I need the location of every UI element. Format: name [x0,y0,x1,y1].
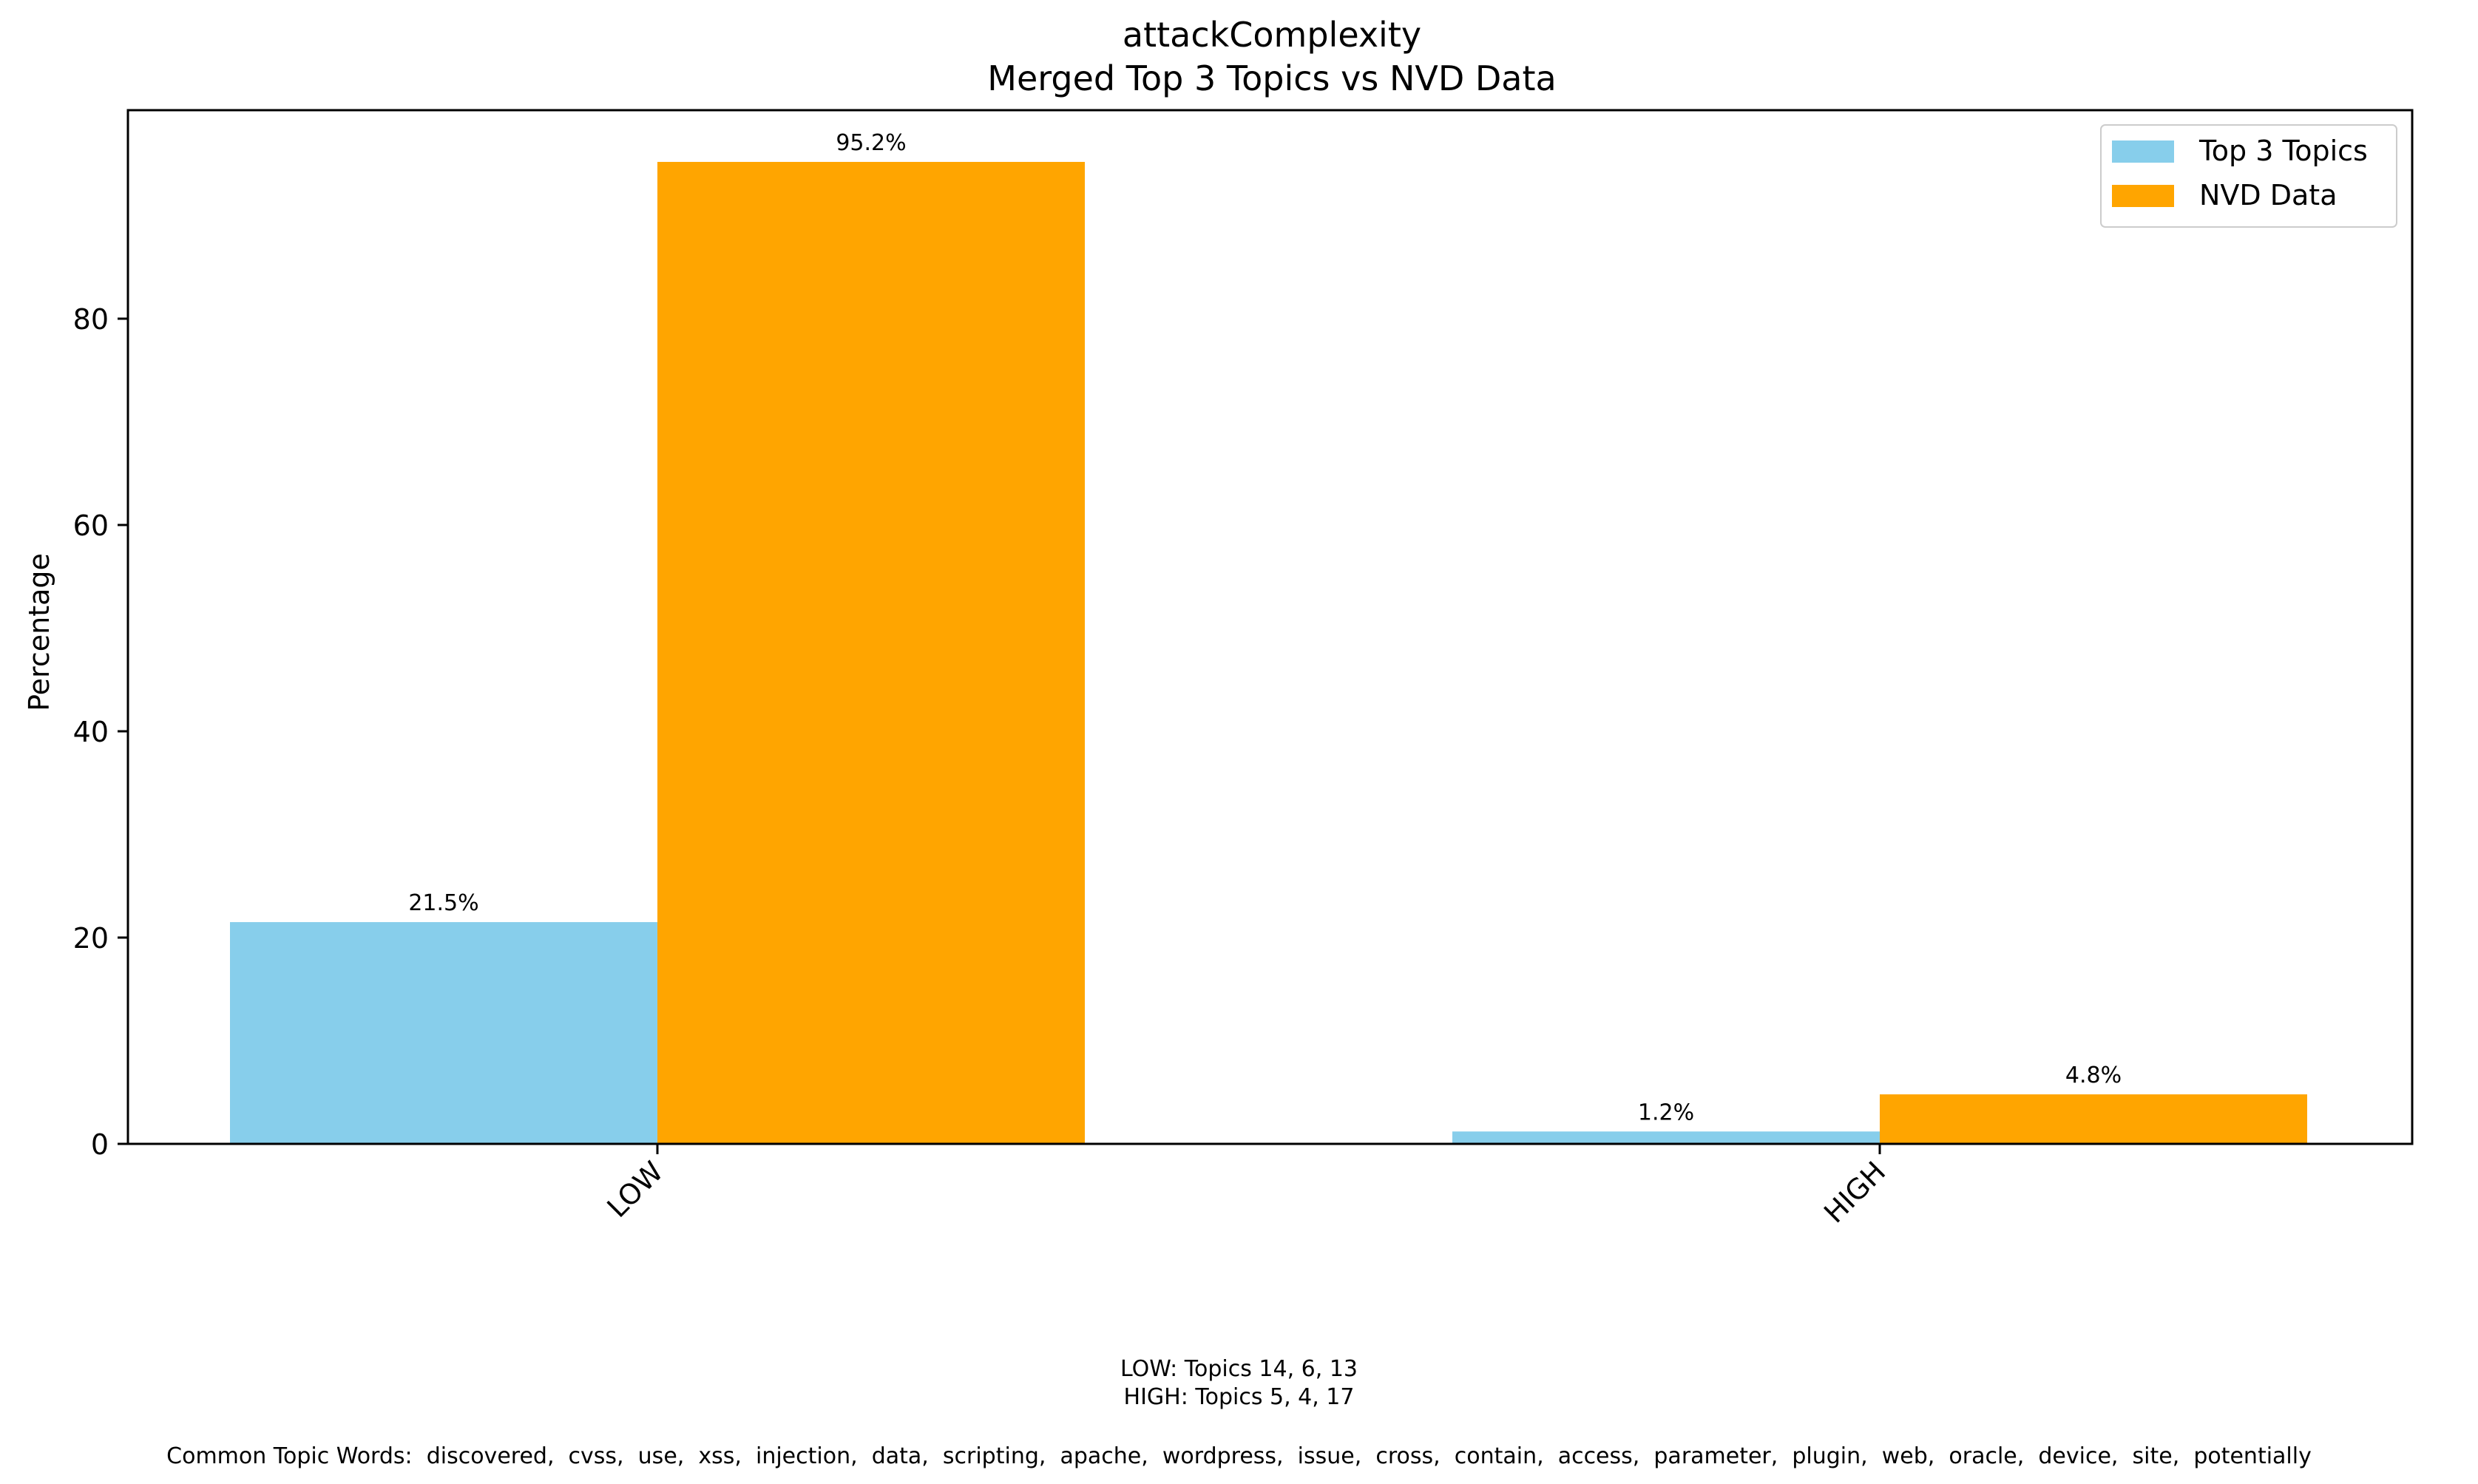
bar-labels-group: 21.5% 1.2% 95.2% 4.8% [408,130,2122,1125]
y-tick-label: 40 [73,716,109,748]
chart-subtitle: Merged Top 3 Topics vs NVD Data [987,58,1556,98]
y-tick-label: 60 [73,509,109,542]
bar-value-label: 21.5% [408,890,478,916]
legend: Top 3 Topics NVD Data [2100,124,2397,228]
y-axis-ticks: 0 20 40 60 80 [73,303,128,1161]
topic-mapping-note: LOW: Topics 14, 6, 13 HIGH: Topics 5, 4,… [0,1355,2478,1412]
topic-mapping-high: HIGH: Topics 5, 4, 17 [1123,1384,1355,1410]
bar-value-label: 95.2% [836,130,906,156]
bar-nvd-data-low [657,161,1085,1145]
legend-swatch [2112,140,2174,163]
legend-label: Top 3 Topics [2198,135,2368,167]
legend-label: NVD Data [2199,179,2337,211]
bar-value-label: 1.2% [1638,1100,1694,1125]
chart-title: attackComplexity [1123,15,1421,55]
bar-top-3-topics-high [1452,1131,1880,1144]
bar-top-3-topics-low [230,922,657,1144]
y-tick-label: 20 [73,922,109,955]
common-topic-words: Common Topic Words: discovered, cvss, us… [166,1443,2312,1469]
bar-value-label: 4.8% [2065,1063,2122,1088]
bar-nvd-data-high [1880,1094,2307,1144]
bars-group [230,161,2307,1145]
legend-swatch [2112,185,2174,207]
y-tick-label: 80 [73,303,109,336]
x-tick-label: LOW [601,1155,670,1224]
plot-frame [126,109,2414,1145]
y-tick-label: 0 [91,1128,109,1161]
topic-mapping-low: LOW: Topics 14, 6, 13 [1120,1356,1358,1382]
x-axis-ticks: LOW HIGH [601,1144,1892,1230]
y-axis-label: Percentage [23,553,55,711]
x-tick-label: HIGH [1818,1155,1892,1229]
legend-frame [2100,124,2397,228]
